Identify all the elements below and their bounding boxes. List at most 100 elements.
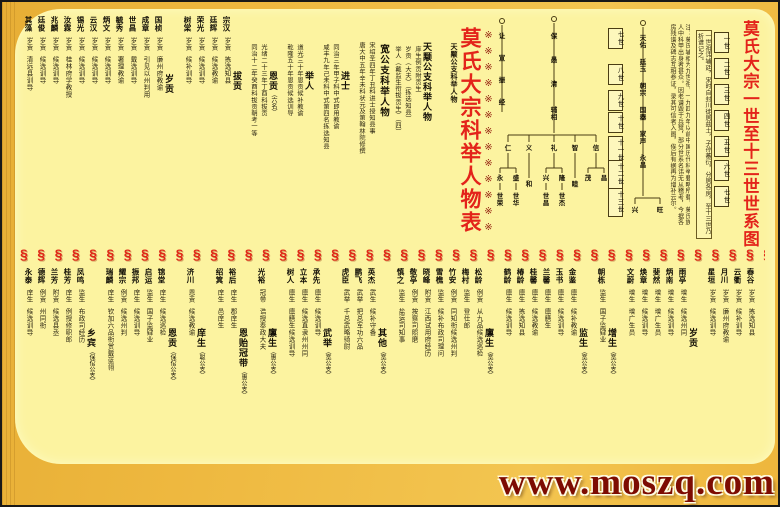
person-rank: 廪生	[556, 289, 563, 303]
person-name: 济川	[186, 268, 195, 284]
tree-person-name: 振	[499, 75, 506, 84]
tree-person-name: 世	[543, 191, 550, 200]
section-header: 恩贡（保倌公支）	[166, 268, 181, 384]
person-column: 松龄例贡从九品候选巡检	[470, 268, 483, 357]
tree-person-name: 礼	[551, 143, 558, 152]
person-name: 英杰	[367, 268, 376, 284]
person-column: 德辉例贡州同衔	[33, 268, 46, 329]
person-desc: 候选州同	[679, 308, 686, 336]
generation-box: 一世	[714, 32, 729, 53]
person-desc: 候选巡检	[158, 308, 165, 336]
section-header: 拔贡	[231, 16, 246, 91]
tree-person-name: 兴	[632, 205, 639, 214]
section-header: 庠生（聪公支）	[195, 268, 210, 378]
person-rank: 例贡	[38, 289, 45, 303]
section-header: 廪生（惠公支）	[266, 268, 281, 378]
person-desc: 候选训导	[132, 308, 139, 336]
person-desc: 州同衔	[38, 308, 45, 329]
person-desc: 同知衔候选州判	[449, 308, 456, 357]
person-rank: 附贡	[51, 289, 58, 303]
person-desc: 候选教谕	[187, 308, 194, 336]
tree-person-name: 旺	[657, 206, 664, 214]
person-column: 炳文岁贡候选训导	[98, 16, 111, 84]
section-header-label: 增生	[607, 328, 617, 348]
person-name: 玉书	[555, 268, 564, 284]
person-desc: 国子监肄业	[598, 308, 605, 343]
person-name: 星垣	[707, 268, 716, 284]
person-desc: 候选训导	[90, 56, 97, 84]
tree-person-name: 智	[572, 143, 579, 152]
tree-person-name: 仁	[505, 143, 512, 152]
person-name: 金鉴	[568, 268, 577, 284]
person-column: 树人廪生廪膳生候选训导	[282, 268, 295, 357]
person-rank: 岁贡	[184, 37, 191, 51]
ancestor-origin-circle	[551, 16, 557, 22]
person-rank: 岁贡	[116, 37, 123, 51]
person-name: 荣光	[196, 16, 205, 32]
person-column: 兆麟岁贡候选训导	[46, 16, 59, 84]
tree-person-name: 世	[513, 191, 520, 200]
person-rank: 例贡	[410, 289, 417, 303]
section-header: 岁贡	[163, 16, 178, 94]
person-name: 桂芳	[63, 268, 72, 284]
origin-note-box: 一世祖讳辅廷，宋时自封川徙居兹土，子孙蕃衍，分居各房，至十三世乃析谱记之。	[696, 30, 712, 239]
section-header: 其他（宽公支）	[376, 268, 391, 378]
person-column: 竹安例贡同知衔候选州判	[444, 268, 457, 357]
person-rank: 岁贡	[38, 37, 45, 51]
person-rank: 廪生	[530, 289, 537, 303]
person-column: 廷俊岁贡候选训导	[33, 16, 46, 84]
generation-box: 十世	[608, 112, 623, 133]
person-desc: 候选训导	[313, 308, 320, 336]
separator-band: §§§§§§§§§§§§§§§§§§§§§§§§§§§§§§§§§§§§§§§§…	[20, 246, 765, 262]
person-name: 春谷	[746, 268, 755, 284]
person-name: 毓秀	[115, 16, 124, 32]
person-rank: 监生	[462, 289, 469, 303]
person-name: 竹安	[448, 268, 457, 284]
person-name: 永泰	[24, 268, 33, 284]
person-rank: 庠生	[158, 289, 165, 303]
tree-person-name: 信	[593, 143, 600, 152]
person-column: 国桢岁贡廉州府教谕	[150, 16, 163, 91]
person-name: 锦堂	[157, 268, 166, 284]
tree-person-name: 愚	[551, 55, 558, 64]
section-header-label: 拔贡	[232, 71, 242, 91]
person-desc: 从九品候选巡检	[475, 308, 482, 357]
person-name: 耀宗	[118, 268, 127, 284]
section-header: 进士	[339, 16, 354, 91]
person-desc: 候选训导	[708, 308, 715, 336]
tree-person-name: 杰	[559, 198, 566, 207]
person-name: 启运	[144, 268, 153, 284]
person-desc: 候选训导	[103, 56, 110, 84]
person-desc: 邑庠生	[216, 308, 223, 329]
person-name: 振邦	[131, 268, 140, 284]
branch-name: （宽公支）	[379, 348, 385, 378]
entry-line: 乾隆五十年恩贡候选训导	[286, 44, 293, 117]
section-header-label: 廪生	[267, 328, 277, 348]
section-header-label: 恩贻冠带	[238, 328, 248, 368]
person-name: 炳南	[665, 268, 674, 284]
person-column: 鹤龄廪生候选训导	[499, 268, 512, 336]
section-header-label: 恩贡	[167, 328, 177, 348]
ancestor-origin-circle	[640, 20, 646, 26]
section-header: 恩贡（六名）	[267, 16, 282, 115]
generation-box: 六世	[714, 160, 729, 181]
person-column: 椿龄廪生拣选知县	[512, 268, 525, 336]
website-watermark: www.moszq.com	[498, 462, 775, 503]
person-name: 光裕	[257, 268, 266, 284]
person-desc: 候补训导	[184, 56, 191, 84]
entry-line: 咸丰九年己未科中式第四名拣选知县	[322, 44, 329, 150]
section-header-label: 武举	[322, 328, 332, 348]
person-rank: 廪生	[313, 289, 320, 303]
person-rank: 监生	[77, 289, 84, 303]
person-desc: 候选训导	[77, 56, 84, 84]
person-rank: 增生	[666, 289, 673, 303]
person-desc: 增广生员	[653, 308, 660, 336]
person-name: 雪樵	[435, 268, 444, 284]
person-desc: 把总军功六品	[355, 308, 362, 350]
person-desc: 候选训导	[197, 56, 204, 84]
entry-line: 唐大中五年辛未科状元及第翰林院修撰	[358, 42, 365, 155]
reference-marks-column: ※※※※※※※※※※※※※	[483, 30, 494, 238]
person-column: 月川岁贡廉州府教谕	[716, 268, 729, 343]
person-column: 桂芳庠生例授修职郎	[59, 268, 72, 343]
person-column: 凤鸣监生布政司经历	[72, 268, 85, 343]
